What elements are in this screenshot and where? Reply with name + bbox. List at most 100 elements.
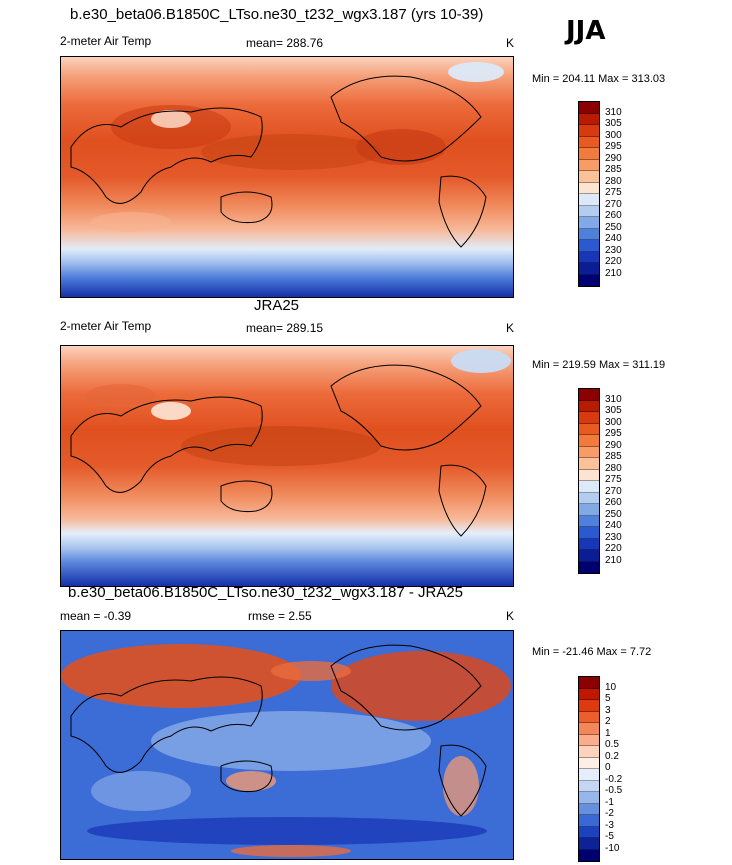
colorbar-swatch [579, 792, 599, 804]
colorbar-tick-label: -2 [605, 808, 614, 819]
colorbar-tick-label: 0 [605, 762, 611, 773]
colorbar-tick-label: -5 [605, 831, 614, 842]
colorbar-swatch [579, 446, 599, 458]
panel1-colorbar [578, 101, 600, 287]
colorbar-swatch [579, 412, 599, 424]
colorbar-tick-label: 275 [605, 187, 622, 198]
colorbar-swatch [579, 113, 599, 125]
colorbar-tick-label: 270 [605, 198, 622, 210]
colorbar-swatch [579, 435, 599, 447]
colorbar-tick-label: 240 [605, 233, 622, 244]
colorbar-tick-label: 295 [605, 141, 622, 152]
colorbar-swatch [579, 780, 599, 792]
colorbar-swatch [579, 849, 599, 861]
colorbar-swatch [579, 538, 599, 550]
colorbar-swatch [579, 159, 599, 171]
panel1-title: b.e30_beta06.B1850C_LTso.ne30_t232_wgx3.… [70, 6, 484, 23]
colorbar-tick-label: 290 [605, 152, 622, 164]
colorbar-swatch [579, 815, 599, 827]
colorbar-tick-label: 220 [605, 543, 622, 554]
colorbar-tick-label: 300 [605, 416, 622, 428]
colorbar-swatch [579, 171, 599, 183]
colorbar-tick-label: 1 [605, 727, 611, 739]
colorbar-tick-label: 0.5 [605, 739, 619, 750]
colorbar-tick-label: 240 [605, 520, 622, 531]
colorbar-tick-label: 5 [605, 693, 611, 704]
colorbar-tick-label: 210 [605, 554, 622, 566]
panel1-minmax-label: Min = 204.11 Max = 313.03 [532, 73, 666, 85]
colorbar-tick-label: 280 [605, 175, 622, 187]
panel2-minmax-label: Min = 219.59 Max = 311.19 [532, 359, 666, 371]
colorbar-swatch [579, 400, 599, 412]
colorbar-tick-label: 285 [605, 451, 622, 462]
colorbar-tick-label: 300 [605, 129, 622, 141]
colorbar-tick-label: 260 [605, 497, 622, 508]
colorbar-tick-label: 305 [605, 118, 622, 129]
panel2-map-field [61, 346, 513, 586]
colorbar-swatch [579, 481, 599, 493]
colorbar-tick-label: -0.5 [605, 785, 623, 796]
colorbar-swatch [579, 723, 599, 735]
colorbar-swatch [579, 504, 599, 516]
colorbar-tick-label: 295 [605, 428, 622, 439]
panel1-map-field [61, 57, 513, 297]
colorbar-tick-label: 220 [605, 256, 622, 267]
colorbar-swatch [579, 700, 599, 712]
season-label: JJA [566, 16, 606, 46]
colorbar-swatch [579, 136, 599, 148]
colorbar-tick-label: -10 [605, 842, 620, 854]
colorbar-swatch [579, 102, 599, 114]
colorbar-swatch [579, 458, 599, 470]
colorbar-swatch [579, 838, 599, 850]
panel3-map-field [61, 631, 513, 859]
colorbar-swatch [579, 194, 599, 206]
panel2-colorbar [578, 388, 600, 574]
colorbar-tick-label: 270 [605, 485, 622, 497]
colorbar-tick-label: 210 [605, 267, 622, 279]
colorbar-swatch [579, 389, 599, 401]
panel2-title: JRA25 [254, 297, 300, 314]
colorbar-tick-label: -0.2 [605, 773, 623, 785]
panel2-units-label: K [506, 321, 515, 335]
colorbar-swatch [579, 205, 599, 217]
colorbar-tick-label: 290 [605, 439, 622, 451]
panel3-colorbar [578, 676, 600, 862]
colorbar-swatch [579, 240, 599, 252]
colorbar-swatch [579, 677, 599, 689]
panel1-variable-label: 2-meter Air Temp [60, 34, 152, 48]
panel3-minmax-label: Min = -21.46 Max = 7.72 [532, 646, 652, 658]
colorbar-swatch [579, 125, 599, 137]
panel3-map [60, 630, 514, 860]
colorbar-tick-label: 2 [605, 716, 611, 727]
colorbar-swatch [579, 711, 599, 723]
colorbar-tick-label: 310 [605, 106, 622, 118]
colorbar-swatch [579, 148, 599, 160]
colorbar-swatch [579, 469, 599, 481]
colorbar-swatch [579, 274, 599, 286]
panel1-mean-label: mean= 288.76 [246, 36, 324, 50]
colorbar-swatch [579, 688, 599, 700]
colorbar-tick-label: 280 [605, 462, 622, 474]
colorbar-swatch [579, 182, 599, 194]
colorbar-swatch [579, 492, 599, 504]
colorbar-tick-label: 230 [605, 531, 622, 543]
colorbar-swatch [579, 527, 599, 539]
colorbar-swatch [579, 550, 599, 562]
colorbar-swatch [579, 769, 599, 781]
panel2-variable-label: 2-meter Air Temp [60, 319, 152, 333]
colorbar-tick-label: 305 [605, 405, 622, 416]
colorbar-tick-label: 3 [605, 704, 611, 716]
colorbar-swatch [579, 423, 599, 435]
colorbar-swatch [579, 746, 599, 758]
panel3-title: b.e30_beta06.B1850C_LTso.ne30_t232_wgx3.… [68, 584, 464, 601]
panel2-map [60, 345, 514, 587]
colorbar-swatch [579, 217, 599, 229]
panel3-units-label: K [506, 609, 515, 623]
colorbar-tick-label: 10 [605, 681, 617, 693]
colorbar-swatch [579, 561, 599, 573]
colorbar-swatch [579, 803, 599, 815]
colorbar-tick-label: 250 [605, 508, 622, 520]
colorbar-swatch [579, 228, 599, 240]
panel2-mean-label: mean= 289.15 [246, 321, 324, 335]
colorbar-tick-label: 230 [605, 244, 622, 256]
